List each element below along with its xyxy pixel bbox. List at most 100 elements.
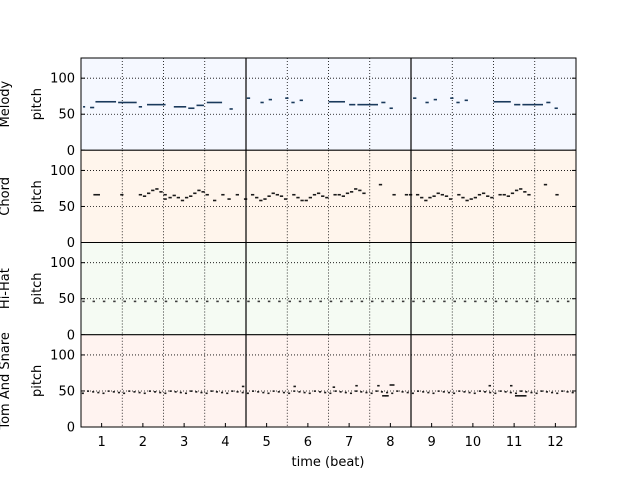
note-mark	[546, 101, 551, 104]
note-mark	[95, 100, 117, 103]
note-mark	[514, 395, 527, 397]
note-mark	[556, 392, 559, 395]
note-mark	[143, 392, 146, 395]
note-mark	[502, 193, 506, 196]
note-mark	[404, 193, 409, 196]
note-mark	[133, 391, 136, 393]
note-mark	[260, 101, 264, 104]
track-name-label: Melody	[0, 80, 13, 127]
note-mark	[159, 391, 162, 394]
note-mark	[422, 300, 426, 303]
note-mark	[504, 391, 507, 393]
note-mark	[505, 300, 508, 303]
note-mark	[271, 192, 275, 195]
note-mark	[401, 300, 405, 303]
note-mark	[494, 392, 497, 395]
note-mark	[535, 392, 538, 395]
note-mark	[561, 390, 564, 392]
note-mark	[465, 199, 469, 202]
y-tick-label: 100	[50, 72, 75, 87]
note-mark	[523, 191, 527, 193]
note-mark	[447, 391, 450, 394]
note-mark	[221, 193, 225, 196]
x-tick-label: 10	[465, 435, 482, 450]
note-mark	[349, 103, 356, 106]
note-mark	[378, 183, 383, 186]
note-mark	[420, 196, 424, 199]
note-mark	[432, 300, 436, 303]
note-mark	[292, 193, 296, 196]
note-mark	[169, 390, 172, 392]
note-mark	[291, 101, 295, 104]
note-mark	[461, 196, 465, 199]
x-tick-label: 3	[180, 435, 188, 450]
note-mark	[411, 392, 414, 395]
y-tick-label: 100	[50, 256, 75, 271]
note-mark	[350, 300, 353, 303]
note-mark	[164, 392, 167, 395]
track-panels: 0 50 100 pitch Melody 0 50 100 pitch Chord 0 50 100 p…	[0, 57, 577, 436]
note-mark	[396, 390, 399, 392]
note-mark	[515, 300, 518, 303]
note-mark	[340, 300, 343, 303]
note-mark	[175, 300, 178, 303]
note-mark	[189, 195, 193, 197]
note-mark	[540, 390, 543, 392]
note-mark	[360, 300, 364, 303]
note-mark	[522, 103, 543, 106]
note-mark	[510, 384, 513, 387]
note-mark	[97, 391, 100, 394]
track-name-label: Tom And Snare	[0, 332, 13, 431]
note-mark	[535, 300, 539, 303]
note-mark	[299, 99, 303, 102]
note-group	[82, 300, 570, 303]
note-mark	[205, 300, 209, 303]
note-mark	[520, 390, 523, 392]
note-mark	[227, 198, 231, 200]
note-mark	[345, 192, 350, 195]
note-mark	[416, 390, 420, 392]
note-mark	[197, 189, 201, 192]
x-tick-label: 6	[304, 435, 312, 450]
note-mark	[86, 390, 90, 392]
note-mark	[185, 300, 188, 303]
note-mark	[313, 390, 316, 392]
track-panel-0: 0 50 100 pitch Melody	[0, 57, 577, 159]
note-mark	[355, 384, 358, 387]
note-mark	[221, 391, 224, 394]
note-mark	[304, 199, 308, 202]
note-mark	[262, 391, 265, 394]
note-mark	[453, 392, 456, 395]
track-panel-1: 0 50 100 pitch Chord	[0, 149, 577, 251]
note-mark	[514, 103, 521, 106]
note-mark	[168, 196, 172, 199]
note-mark	[201, 191, 205, 193]
note-mark	[241, 391, 244, 394]
note-mark	[179, 391, 182, 394]
note-mark	[133, 300, 137, 303]
note-mark	[193, 192, 197, 195]
note-mark	[282, 391, 285, 394]
note-mark	[474, 300, 477, 303]
note-mark	[138, 193, 143, 196]
note-mark	[555, 193, 559, 196]
note-mark	[334, 390, 337, 392]
note-mark	[473, 196, 477, 199]
x-tick-label: 1	[97, 435, 105, 450]
note-mark	[427, 391, 430, 394]
note-mark	[456, 101, 460, 104]
note-mark	[296, 196, 300, 199]
note-mark	[113, 300, 116, 303]
y-tick-label: 50	[58, 108, 75, 123]
note-mark	[128, 390, 131, 392]
note-mark	[444, 195, 449, 197]
note-mark	[486, 195, 490, 197]
note-mark	[337, 193, 341, 196]
note-mark	[450, 97, 454, 99]
note-mark	[324, 391, 327, 394]
note-mark	[267, 392, 270, 395]
note-mark	[478, 390, 481, 392]
note-mark	[148, 390, 151, 392]
note-mark	[231, 390, 234, 392]
note-mark	[329, 392, 332, 395]
